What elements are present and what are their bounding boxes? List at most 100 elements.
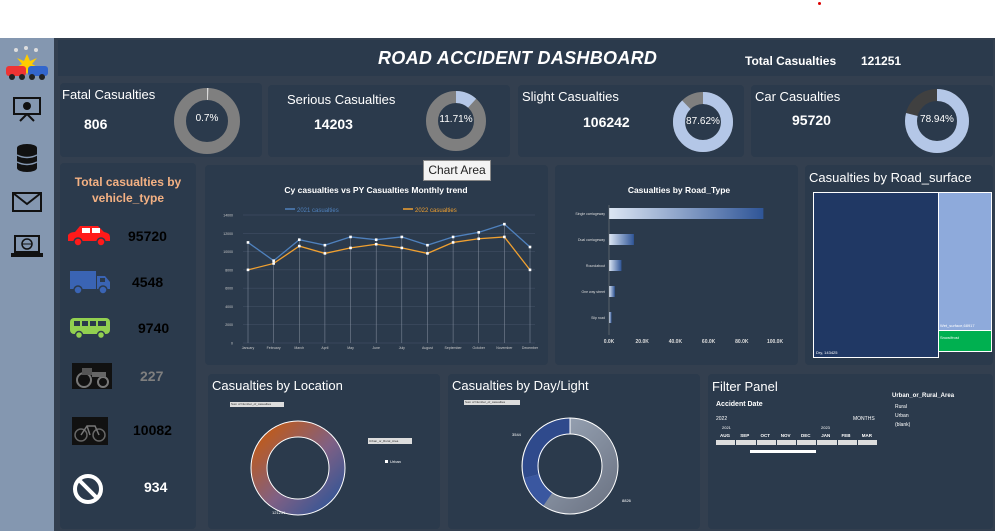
x-tick-label: December xyxy=(522,346,539,350)
vehicle-title-line2: vehicle_type xyxy=(91,191,165,205)
road-type-chart: Casualties by Road_Type Single carriagewa… xyxy=(575,185,784,345)
presentation-icon[interactable] xyxy=(12,96,42,122)
timeline-month[interactable]: JAN xyxy=(821,433,831,438)
bus-icon xyxy=(70,318,110,340)
chart-area-tooltip: Chart Area xyxy=(423,160,491,181)
month-timeline[interactable]: AUG SEP OCT NOV DEC JAN FEB MAR xyxy=(716,433,878,453)
timeline-month[interactable]: MAR xyxy=(861,433,872,438)
treemap-wet-label: Wet_surface,68917 xyxy=(940,323,975,328)
data-point xyxy=(272,262,275,265)
monthly-trend-panel[interactable]: Cy casualties vs PY Casualties Monthly t… xyxy=(205,165,548,365)
x-tick-label: July xyxy=(399,346,405,350)
kpi-donut xyxy=(426,91,486,151)
x-tick-label: 100.0K xyxy=(767,339,784,345)
treemap-dry[interactable]: Dry, 143425 xyxy=(813,192,939,358)
kpi-card-slight[interactable]: Slight Casualties 106242 87.62% xyxy=(518,85,744,157)
data-point xyxy=(528,245,532,249)
timeline-month-bar[interactable] xyxy=(817,440,837,445)
kpi-label: Slight Casualties xyxy=(522,89,619,104)
data-point xyxy=(426,252,429,255)
timeline-month[interactable]: FEB xyxy=(841,433,851,438)
kpi-card-fatal[interactable]: Fatal Casualties 806 0.7% xyxy=(60,83,262,157)
donut-fill xyxy=(673,92,733,152)
daylight-panel[interactable]: Casualties by Day/Light Sum of Number_of… xyxy=(448,374,700,529)
bicycle-icon xyxy=(72,417,108,445)
location-legend-label: Urban_or_Rural_Area xyxy=(369,439,399,443)
total-casualties-value: 121251 xyxy=(861,54,902,68)
car-crash-icon[interactable] xyxy=(4,44,50,84)
legend-label: 2022 casualties xyxy=(415,208,457,214)
kpi-percent: 87.62% xyxy=(686,116,720,127)
vehicle-value-other: 934 xyxy=(144,479,168,495)
y-tick-label: 0 xyxy=(231,342,233,346)
database-icon[interactable] xyxy=(14,143,40,173)
y-tick-label: 2000 xyxy=(225,323,233,327)
location-field-button[interactable]: Sum of Number_of_casualties xyxy=(230,402,284,407)
kpi-label: Car Casualties xyxy=(755,89,841,104)
vehicle-value-truck: 4548 xyxy=(132,274,164,290)
location-title: Casualties by Location xyxy=(212,378,343,393)
road-type-panel[interactable]: Casualties by Road_Type Single carriagewa… xyxy=(555,165,798,365)
x-tick-label: 20.0K xyxy=(636,339,650,345)
months-label[interactable]: MONTHS xyxy=(853,416,875,422)
data-point xyxy=(297,244,301,248)
data-point xyxy=(451,241,455,244)
timeline-scrollbar[interactable] xyxy=(750,450,816,453)
kpi-label: Serious Casualties xyxy=(287,92,396,107)
area-item-rural[interactable]: Rural xyxy=(895,404,907,410)
treemap-snow[interactable]: Snow/frost xyxy=(938,330,992,352)
series-line xyxy=(247,236,531,271)
monthly-trend-chart: Cy casualties vs PY Casualties Monthly t… xyxy=(223,185,539,350)
location-legend-button[interactable]: Urban_or_Rural_Area xyxy=(368,438,412,444)
laptop-globe-icon[interactable] xyxy=(11,234,43,260)
treemap-snow-label: Snow/frost xyxy=(940,335,959,340)
x-tick-label: November xyxy=(496,346,513,350)
vehicle-type-panel: Total casualties by vehicle_type 95720 4… xyxy=(60,163,196,529)
timeline-month[interactable]: SEP xyxy=(740,433,750,438)
timeline-month-bar[interactable] xyxy=(716,440,736,445)
y-tick-label: 8000 xyxy=(225,268,233,272)
category-label: Dual carriageway xyxy=(578,238,605,242)
donut-fill xyxy=(905,89,969,153)
area-item-blank[interactable]: (blank) xyxy=(895,422,911,428)
kpi-card-serious[interactable]: Serious Casualties 14203 11.71% xyxy=(268,85,510,157)
timeline-month-bar[interactable] xyxy=(736,440,756,445)
treemap-wet[interactable]: Wet_surface,68917 xyxy=(938,192,992,331)
vehicle-value-car: 95720 xyxy=(128,228,167,244)
category-label: One way street xyxy=(581,290,605,294)
y-tick-label: 4000 xyxy=(225,305,233,309)
kpi-percent: 78.94% xyxy=(920,114,954,125)
x-tick-label: October xyxy=(473,346,486,350)
data-point xyxy=(503,235,506,239)
timeline-month-bar[interactable] xyxy=(756,440,776,445)
timeline-month-bar[interactable] xyxy=(776,440,796,445)
mail-icon[interactable] xyxy=(11,191,43,213)
area-item-urban[interactable]: Urban xyxy=(895,413,909,419)
timeline-month-bar[interactable] xyxy=(837,440,857,445)
daylight-field-button[interactable]: Sum of Number_of_casualties xyxy=(464,400,520,405)
location-panel[interactable]: Casualties by Location Sum of Number_of_… xyxy=(208,374,440,529)
x-tick-label: June xyxy=(372,346,380,350)
timeline-month-bar[interactable] xyxy=(857,440,877,445)
kpi-label: Fatal Casualties xyxy=(62,87,156,102)
data-point xyxy=(451,235,455,239)
donut-fill xyxy=(174,88,240,154)
timeline-month-bar[interactable] xyxy=(797,440,817,445)
road-surface-panel[interactable]: Casualties by Road_surface Dry, 143425 W… xyxy=(805,165,993,365)
x-tick-label: February xyxy=(267,346,281,350)
x-tick-label: January xyxy=(242,346,255,350)
timeline-month[interactable]: OCT xyxy=(760,433,771,438)
data-point xyxy=(477,237,481,241)
kpi-donut xyxy=(673,92,733,152)
data-point xyxy=(246,241,250,244)
page-title: ROAD ACCIDENT DASHBOARD xyxy=(378,48,658,68)
kpi-value: 806 xyxy=(84,116,108,132)
bar xyxy=(609,208,764,219)
timeline-month[interactable]: DEC xyxy=(801,433,811,438)
kpi-card-car[interactable]: Car Casualties 95720 78.94% xyxy=(751,85,993,157)
data-point xyxy=(477,231,481,234)
timeline-month[interactable]: NOV xyxy=(780,433,791,438)
year-2023-label: 2023 xyxy=(821,425,830,430)
timeline-month[interactable]: AUG xyxy=(720,433,730,438)
year-2022-label: 2022 xyxy=(716,416,728,422)
